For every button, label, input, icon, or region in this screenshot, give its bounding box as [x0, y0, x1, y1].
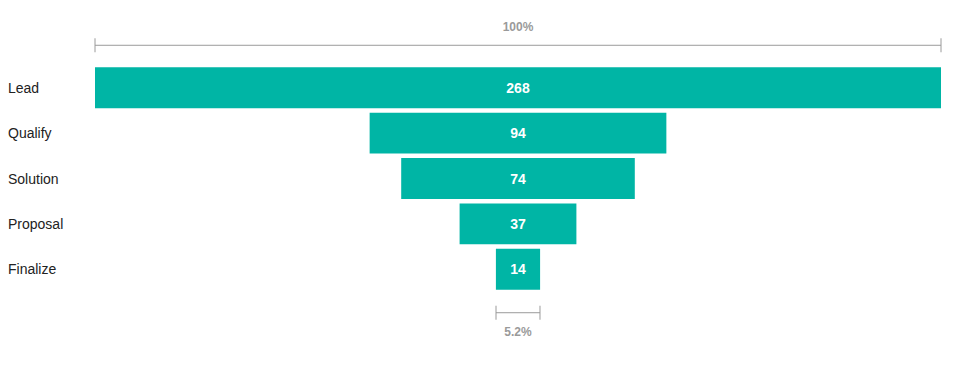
svg-text:37: 37	[510, 216, 526, 232]
svg-text:Solution: Solution	[8, 171, 59, 187]
svg-text:Qualify: Qualify	[8, 125, 52, 141]
svg-text:94: 94	[510, 125, 526, 141]
svg-text:100%: 100%	[503, 20, 534, 34]
svg-text:5.2%: 5.2%	[504, 325, 532, 339]
svg-text:14: 14	[510, 261, 526, 277]
svg-text:Lead: Lead	[8, 80, 39, 96]
svg-text:Proposal: Proposal	[8, 216, 63, 232]
svg-text:74: 74	[510, 171, 526, 187]
svg-text:268: 268	[506, 80, 530, 96]
svg-text:Finalize: Finalize	[8, 261, 56, 277]
